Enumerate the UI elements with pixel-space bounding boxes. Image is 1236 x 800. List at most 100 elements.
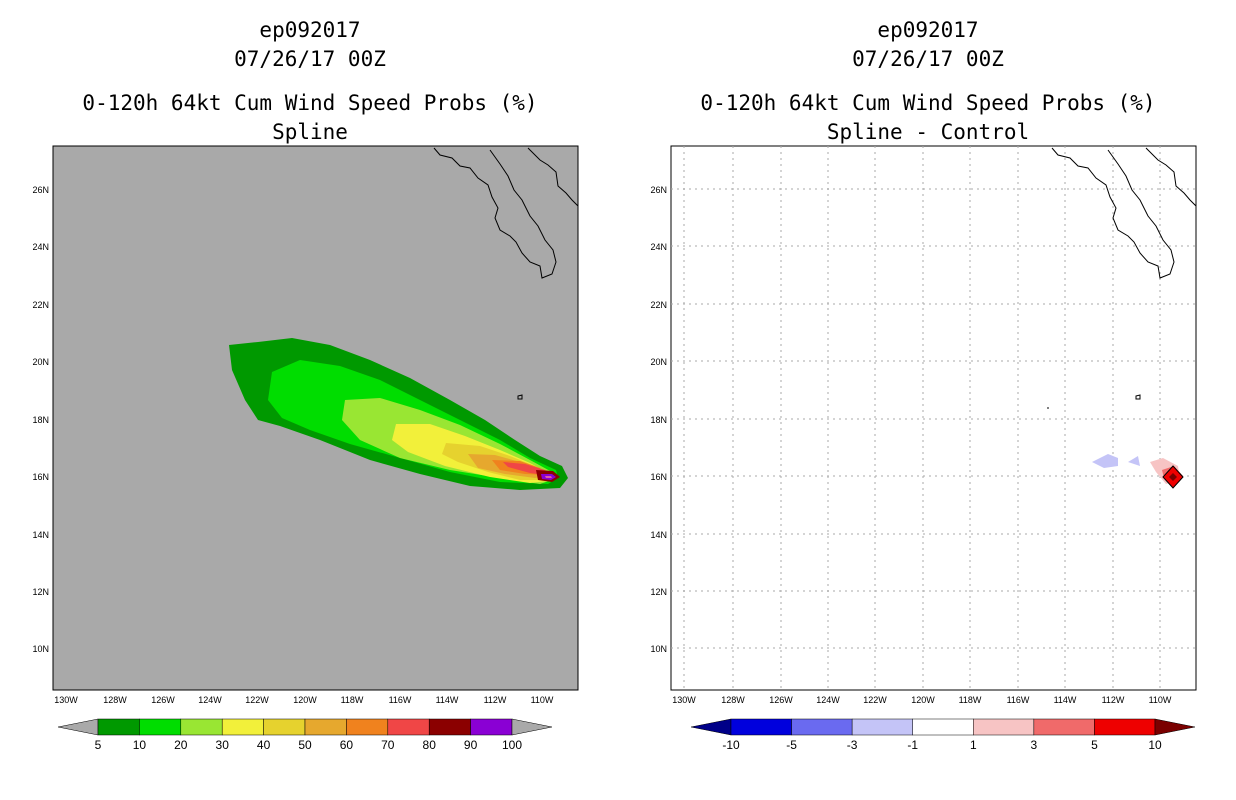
left-probability-swath (229, 338, 568, 490)
left-colorbar-tick-label: 90 (464, 738, 478, 752)
left-map: 26N 24N 22N 20N 18N 16N 14N 12N 10N 130W… (32, 145, 579, 752)
right-colorbar-swatch (973, 718, 1035, 736)
mainland-coastline (527, 147, 579, 207)
right-gridlines (671, 146, 1196, 690)
left-lon-axis: 130W 128W 126W 124W 122W 120W 118W 116W … (54, 695, 554, 705)
left-colorbar-tick-label: 5 (95, 738, 102, 752)
left-lon-label: 118W (341, 695, 364, 705)
island-marker (517, 394, 523, 400)
left-datetime: 07/26/17 00Z (234, 47, 386, 71)
right-lon-label: 130W (672, 695, 696, 705)
right-colorbar-swatch (1033, 718, 1095, 736)
right-colorbar-tick-label: -5 (786, 738, 797, 752)
right-lat-label: 16N (650, 472, 667, 482)
mainland-coastline (1145, 147, 1197, 207)
right-colorbar-under-arrow (690, 718, 732, 736)
left-lat-label: 14N (32, 530, 49, 540)
right-lat-label: 20N (650, 357, 667, 367)
right-colorbar-tick-label: 3 (1031, 738, 1038, 752)
left-lat-label: 24N (32, 242, 49, 252)
right-storm-id: ep092017 (877, 18, 979, 42)
right-lat-label: 18N (650, 415, 667, 425)
left-coastline (433, 147, 579, 400)
left-lat-label: 26N (32, 185, 49, 195)
right-lat-label: 12N (650, 587, 667, 597)
left-lon-label: 120W (293, 695, 317, 705)
left-lon-label: 126W (151, 695, 175, 705)
right-colorbar-swatch (730, 718, 792, 736)
right-colorbar-tick-label: 5 (1091, 738, 1098, 752)
right-colorbar-swatch (912, 718, 974, 736)
left-colorbar-tick-label: 40 (257, 738, 271, 752)
right-lon-label: 112W (1102, 695, 1125, 705)
left-colorbar-tick-label: 10 (133, 738, 147, 752)
left-colorbar-over-arrow (511, 718, 553, 736)
right-lat-label: 10N (650, 644, 667, 654)
left-colorbar-swatch (387, 718, 430, 736)
right-lat-label: 22N (650, 300, 667, 310)
left-colorbar-swatch (428, 718, 471, 736)
right-difference-field (1092, 454, 1184, 489)
left-colorbar-swatch (470, 718, 513, 736)
right-colorbar: -10 -5 -3 -1 1 3 5 10 (690, 718, 1196, 752)
right-lon-label: 120W (911, 695, 935, 705)
left-colorbar-tick-label: 80 (423, 738, 437, 752)
right-colorbar-tick-label: -3 (847, 738, 858, 752)
right-colorbar-tick-label: 10 (1148, 738, 1162, 752)
left-colorbar-tick-label: 100 (502, 738, 522, 752)
right-lat-axis: 26N 24N 22N 20N 18N 16N 14N 12N 10N (650, 185, 667, 654)
diff-neg-small (1092, 454, 1118, 468)
right-lon-label: 114W (1054, 695, 1077, 705)
right-lon-label: 124W (816, 695, 840, 705)
right-coastline (1047, 147, 1197, 409)
right-lon-label: 122W (863, 695, 887, 705)
right-lat-label: 24N (650, 242, 667, 252)
right-lon-label: 118W (959, 695, 982, 705)
left-colorbar-swatch (263, 718, 306, 736)
left-lon-label: 112W (484, 695, 507, 705)
right-lon-axis: 130W 128W 126W 124W 122W 120W 118W 116W … (672, 695, 1172, 705)
left-lat-label: 20N (32, 357, 49, 367)
right-datetime: 07/26/17 00Z (852, 47, 1004, 71)
right-map: 26N 24N 22N 20N 18N 16N 14N 12N 10N 130W… (650, 145, 1197, 752)
left-lon-label: 110W (531, 695, 554, 705)
right-colorbar-over-arrow (1154, 718, 1196, 736)
left-lat-label: 16N (32, 472, 49, 482)
left-storm-id: ep092017 (259, 18, 361, 42)
right-colorbar-tick-label: -1 (907, 738, 918, 752)
left-lat-label: 12N (32, 587, 49, 597)
left-colorbar-swatch (346, 718, 389, 736)
island-marker (1135, 394, 1141, 400)
left-product-title: 0-120h 64kt Cum Wind Speed Probs (%) (82, 91, 538, 115)
right-colorbar-tick-label: -10 (722, 738, 740, 752)
left-colorbar-tick-label: 30 (216, 738, 230, 752)
left-lon-label: 116W (389, 695, 412, 705)
swath-100pct (545, 476, 552, 478)
right-product-title: 0-120h 64kt Cum Wind Speed Probs (%) (700, 91, 1156, 115)
right-lat-label: 26N (650, 185, 667, 195)
right-lat-label: 14N (650, 530, 667, 540)
left-lat-axis: 26N 24N 22N 20N 18N 16N 14N 12N 10N (32, 185, 49, 654)
left-colorbar-tick-label: 70 (381, 738, 395, 752)
right-lon-label: 128W (721, 695, 745, 705)
right-lon-label: 110W (1149, 695, 1172, 705)
left-lon-label: 114W (436, 695, 459, 705)
left-colorbar-under-arrow (57, 718, 99, 736)
right-subtitle: Spline - Control (826, 120, 1030, 144)
left-lon-label: 122W (245, 695, 269, 705)
left-colorbar-swatch (139, 718, 182, 736)
right-colorbar-swatch (851, 718, 913, 736)
left-lon-label: 124W (198, 695, 222, 705)
left-subtitle: Spline (272, 120, 348, 144)
left-colorbar-tick-label: 20 (174, 738, 188, 752)
right-colorbar-swatch (1094, 718, 1156, 736)
left-colorbar-swatch (221, 718, 264, 736)
left-colorbar-swatch (304, 718, 347, 736)
right-map-background (670, 145, 1197, 691)
left-colorbar-tick-label: 60 (340, 738, 354, 752)
left-colorbar-swatch (180, 718, 223, 736)
left-lat-label: 22N (32, 300, 49, 310)
left-colorbar-tick-label: 50 (298, 738, 312, 752)
right-colorbar-tick-label: 1 (970, 738, 977, 752)
right-lon-label: 116W (1007, 695, 1030, 705)
